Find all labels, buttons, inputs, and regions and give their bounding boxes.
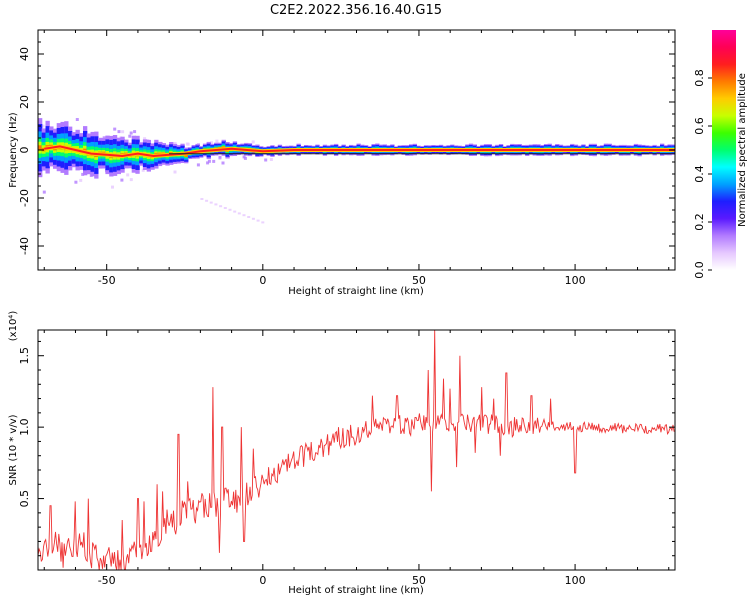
heatmap-speckle <box>121 130 125 134</box>
heatmap-streak-cell <box>242 214 246 217</box>
colorbar: 0.0 0.2 0.4 0.6 0.8 Normalized spectral ampl… <box>693 30 748 279</box>
heatmap-speckle <box>173 170 177 174</box>
y-tick-label: 20 <box>18 95 31 109</box>
colorbar-tick-label: 0.2 <box>693 213 706 231</box>
heatmap-speckle <box>102 136 106 140</box>
heatmap-speckle <box>111 185 114 189</box>
snr-plot-area <box>38 330 675 570</box>
heatmap-streak-cell <box>205 199 209 202</box>
heatmap-streak-cell <box>219 205 223 208</box>
heatmap-speckle <box>218 155 222 159</box>
heatmap-speckle <box>129 178 133 182</box>
heatmap-speckle <box>81 172 85 176</box>
heatmap-core-red <box>44 145 675 158</box>
heatmap-speckle <box>128 134 132 138</box>
colorbar-ticks: 0.0 0.2 0.4 0.6 0.8 <box>693 69 712 279</box>
heatmap-speckle <box>196 163 200 167</box>
x-tick-label: 0 <box>259 274 266 287</box>
heatmap-speckle <box>215 139 219 143</box>
spectrogram-heatmap <box>38 118 675 224</box>
heatmap-speckle <box>185 142 189 146</box>
heatmap-speckle <box>206 161 210 165</box>
y-tick-label: -20 <box>18 189 31 207</box>
snr-ylabel: SNR (10 * v/v) <box>8 414 19 485</box>
heatmap-speckle <box>212 159 216 163</box>
snr-line <box>38 330 675 570</box>
heatmap-speckle <box>143 137 147 141</box>
y-tick-label: 40 <box>18 47 31 61</box>
heatmap-speckle <box>133 130 137 134</box>
spectrogram-panel: -50 0 50 100 -40 -20 0 20 40 Height of straight … <box>8 29 676 297</box>
heatmap-speckle <box>41 124 45 128</box>
heatmap-speckle <box>221 161 225 165</box>
heatmap-cell <box>184 154 189 157</box>
colorbar-tick-label: 0.8 <box>693 69 706 87</box>
y-tick-label: -40 <box>18 237 31 255</box>
figure-title: C2E2.2022.356.16.40.G15 <box>270 3 442 18</box>
heatmap-streak-cell <box>256 219 260 222</box>
x-tick-label: 50 <box>412 574 426 587</box>
x-tick-label: -50 <box>98 274 116 287</box>
heatmap-speckle <box>74 180 78 184</box>
heatmap-speckle <box>126 173 130 177</box>
heatmap-speckle <box>251 140 255 144</box>
heatmap-speckle <box>42 190 46 194</box>
spectrogram-ylabel: Frequency (Hz) <box>8 112 19 188</box>
x-tick-label: -50 <box>98 574 116 587</box>
heatmap-streak-cell <box>251 217 255 220</box>
colorbar-tick-label: 0.4 <box>693 165 706 183</box>
colorbar-gradient <box>712 30 736 270</box>
heatmap-speckle <box>269 158 273 161</box>
heatmap-speckle <box>117 130 121 134</box>
y-tick-label: 0.5 <box>18 490 31 508</box>
heatmap-streak-cell <box>223 207 227 209</box>
colorbar-label: Normalized spectral amplitude <box>737 73 748 227</box>
colorbar-tick-label: 0.6 <box>693 117 706 135</box>
heatmap-speckle <box>75 118 79 121</box>
heatmap-streak-cell <box>261 221 265 224</box>
snr-axes-ticks: -50 0 50 100 0.5 1.0 1.5 <box>18 330 675 587</box>
spectrogram-axes-ticks: -50 0 50 100 -40 -20 0 20 40 <box>18 29 675 287</box>
heatmap-streak-cell <box>200 198 204 200</box>
x-tick-label: 100 <box>565 274 586 287</box>
heatmap-streak-cell <box>233 210 237 213</box>
snr-xlabel: Height of straight line (km) <box>288 585 424 596</box>
snr-panel: -50 0 50 100 0.5 1.0 1.5 Height of straight li… <box>8 311 676 596</box>
spectrogram-xlabel: Height of straight line (km) <box>288 286 424 297</box>
heatmap-speckle <box>113 127 117 131</box>
heatmap-streak-cell <box>209 201 213 204</box>
x-tick-label: 100 <box>565 574 586 587</box>
colorbar-tick-label: 0.0 <box>693 261 706 279</box>
heatmap-speckle <box>264 158 268 162</box>
snr-y-multiplier: (x10⁴) <box>8 311 19 342</box>
heatmap-streak-cell <box>237 212 241 215</box>
heatmap-streak-cell <box>214 203 218 206</box>
y-tick-label: 0 <box>18 147 31 154</box>
snr-series <box>38 330 675 570</box>
heatmap-streak-cell <box>228 208 232 211</box>
heatmap-speckle <box>210 141 213 145</box>
heatmap-speckle <box>79 178 83 182</box>
heatmap-speckle <box>173 142 177 145</box>
heatmap-speckle <box>243 156 247 160</box>
x-tick-label: 0 <box>259 574 266 587</box>
heatmap-cell <box>38 145 43 150</box>
heatmap-speckle <box>120 178 124 182</box>
heatmap-speckle <box>129 131 133 135</box>
heatmap-speckle <box>207 159 211 163</box>
x-tick-label: 50 <box>412 274 426 287</box>
heatmap-streak-cell <box>247 216 251 218</box>
heatmap-speckle <box>141 168 145 172</box>
y-tick-label: 1.0 <box>18 418 31 436</box>
y-tick-label: 1.5 <box>18 347 31 365</box>
